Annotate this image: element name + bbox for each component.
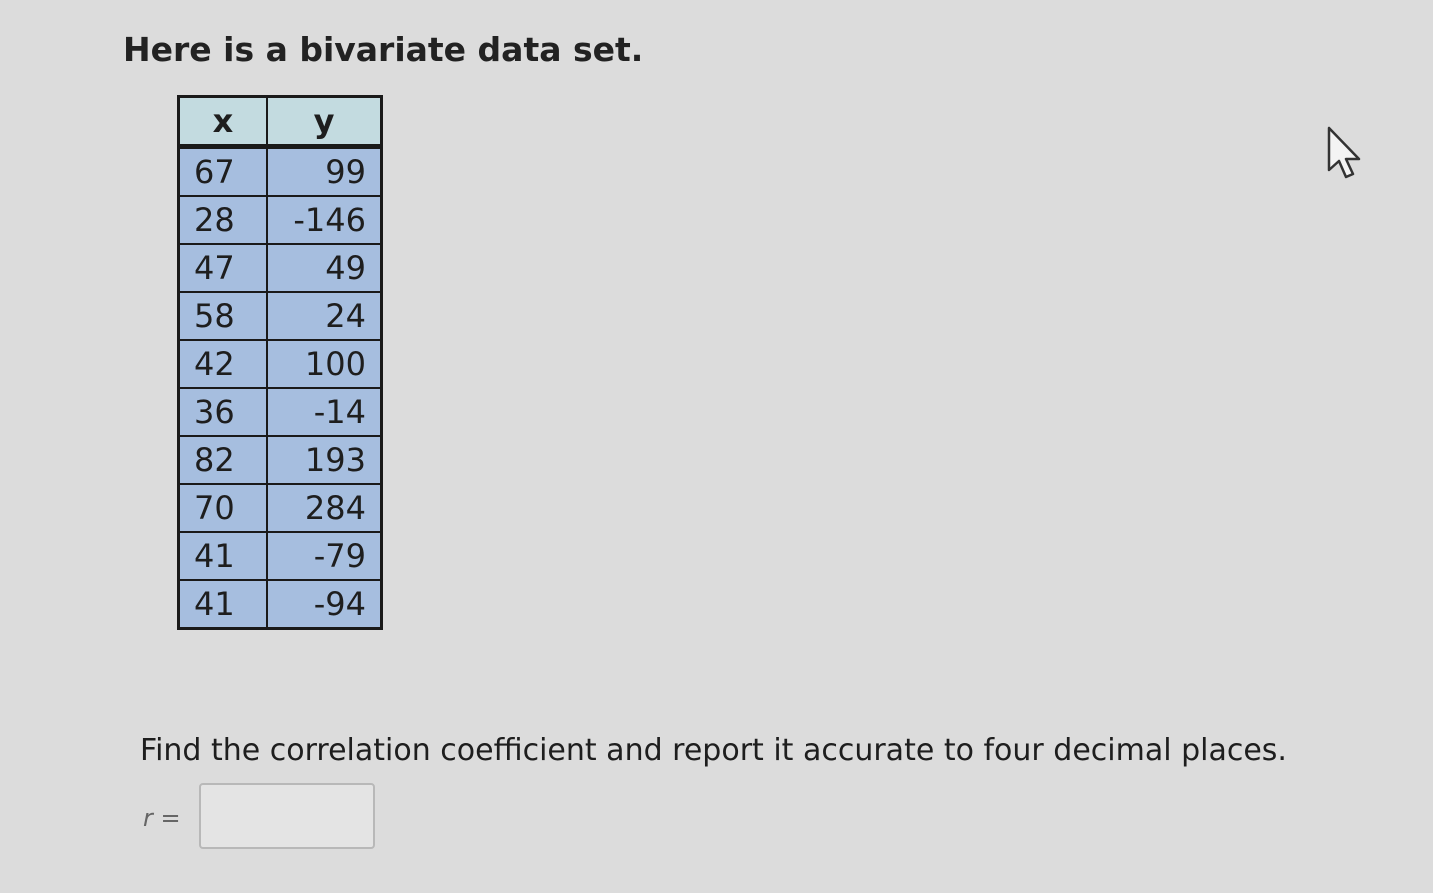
table-row: 47 49 <box>177 243 383 293</box>
table-cell: 58 <box>177 291 268 341</box>
table-cell: 284 <box>266 483 383 533</box>
table-row: 41 -79 <box>177 531 383 581</box>
table-body: 67 99 28 -146 47 49 58 24 42 100 36 -14 82 193 70 284 41… <box>177 145 383 630</box>
table-cell: -94 <box>266 579 383 630</box>
table-cell: 36 <box>177 387 268 437</box>
mouse-cursor <box>1327 126 1361 179</box>
table-row: 67 99 <box>177 145 383 197</box>
table-cell: 42 <box>177 339 268 389</box>
table-cell: 100 <box>266 339 383 389</box>
table-row: 70 284 <box>177 483 383 533</box>
table-cell: 41 <box>177 531 268 581</box>
table-row: 36 -14 <box>177 387 383 437</box>
table-cell: 193 <box>266 435 383 485</box>
question-text: Find the correlation coefficient and rep… <box>140 733 1287 768</box>
table-cell: 28 <box>177 195 268 245</box>
table-row: 28 -146 <box>177 195 383 245</box>
table-row: 42 100 <box>177 339 383 389</box>
answer-label: r = <box>143 804 181 832</box>
table-cell: -146 <box>266 195 383 245</box>
table-cell: -79 <box>266 531 383 581</box>
answer-input[interactable] <box>199 783 375 849</box>
table-cell: 70 <box>177 483 268 533</box>
table-row: 82 193 <box>177 435 383 485</box>
table-cell: 82 <box>177 435 268 485</box>
table-row: 41 -94 <box>177 579 383 630</box>
column-header: y <box>266 95 383 149</box>
table-cell: 67 <box>177 145 268 197</box>
table-cell: 41 <box>177 579 268 630</box>
table-cell: 99 <box>266 145 383 197</box>
table-cell: 24 <box>266 291 383 341</box>
table-cell: 47 <box>177 243 268 293</box>
intro-text: Here is a bivariate data set. <box>123 30 644 69</box>
table-cell: 49 <box>266 243 383 293</box>
column-header: x <box>177 95 268 149</box>
table-row: 58 24 <box>177 291 383 341</box>
table-cell: -14 <box>266 387 383 437</box>
